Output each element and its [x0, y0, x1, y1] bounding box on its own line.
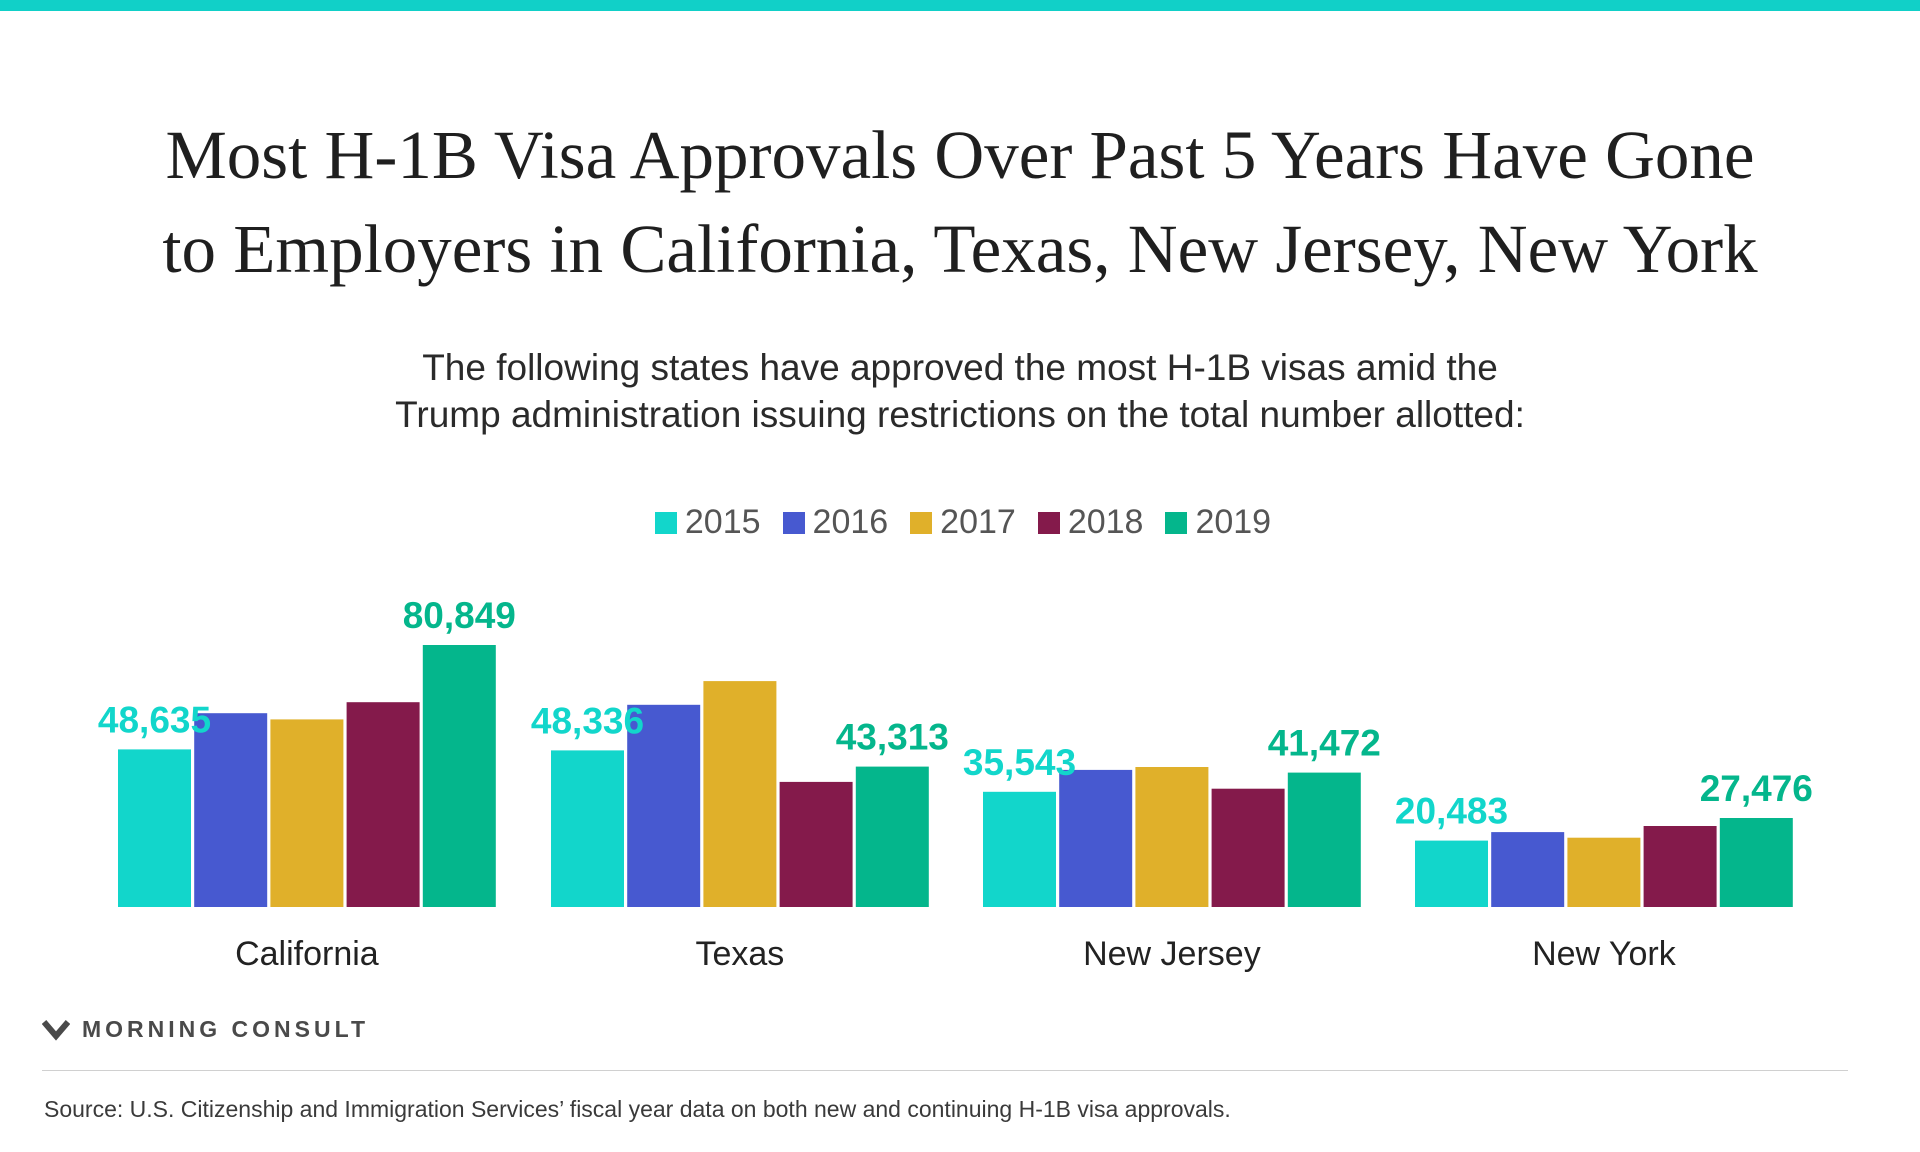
data-label-texas-2019: 43,313 [836, 717, 949, 758]
data-label-new-york-2015: 20,483 [1395, 791, 1508, 832]
bar-new-jersey-2019 [1287, 772, 1361, 907]
bar-texas-2015 [551, 750, 624, 907]
source-note: Source: U.S. Citizenship and Immigration… [44, 1096, 1231, 1122]
bar-new-jersey-2018 [1211, 788, 1285, 907]
legend-swatch-2018 [1037, 511, 1060, 534]
chart-title-line-2: to Employers in California, Texas, New J… [162, 211, 1758, 287]
legend-label-2018: 2018 [1067, 503, 1144, 541]
legend-label-2017: 2017 [940, 503, 1016, 541]
bar-new-york-2015 [1415, 840, 1488, 907]
legend-item-2015: 2015 [654, 503, 761, 542]
chart-title: Most H-1B Visa Approvals Over Past 5 Yea… [60, 108, 1860, 296]
morning-consult-logo-icon [42, 1019, 70, 1041]
bar-california-2017 [270, 719, 344, 907]
legend-label-2016: 2016 [812, 503, 889, 541]
legend-label-2015: 2015 [684, 503, 761, 541]
bar-california-2015 [118, 749, 191, 907]
bar-new-york-2019 [1719, 818, 1793, 907]
data-label-california-2019: 80,849 [403, 595, 516, 636]
bar-california-2016 [194, 713, 268, 907]
bar-new-jersey-2017 [1135, 767, 1209, 907]
bar-texas-2019 [855, 766, 929, 907]
legend-swatch-2019 [1165, 511, 1188, 534]
brand-name: MORNING CONSULT [82, 1016, 370, 1042]
legend-item-2017: 2017 [910, 503, 1016, 542]
bar-texas-2016 [627, 704, 701, 907]
chart-subtitle: The following states have approved the m… [160, 344, 1760, 438]
data-label-texas-2015: 48,336 [531, 700, 644, 741]
chart-subtitle-line-1: The following states have approved the m… [422, 347, 1498, 388]
bar-new-jersey-2015 [983, 791, 1056, 907]
data-label-california-2015: 48,635 [98, 699, 211, 740]
data-label-new-jersey-2019: 41,472 [1268, 723, 1381, 764]
bar-california-2018 [346, 702, 420, 907]
bar-new-york-2017 [1567, 837, 1641, 907]
bar-new-york-2018 [1643, 826, 1717, 907]
bar-california-2019 [422, 645, 496, 907]
category-label-california: California [235, 935, 379, 973]
data-label-new-york-2019: 27,476 [1700, 768, 1813, 809]
bar-new-york-2016 [1491, 832, 1565, 907]
legend-item-2019: 2019 [1165, 503, 1271, 542]
bar-new-jersey-2016 [1059, 769, 1133, 907]
brand-logo: MORNING CONSULT [42, 1016, 369, 1043]
data-label-new-jersey-2015: 35,543 [963, 742, 1076, 783]
bar-texas-2017 [703, 681, 777, 907]
chart-subtitle-line-2: Trump administration issuing restriction… [395, 394, 1525, 435]
legend-item-2016: 2016 [782, 503, 889, 542]
chart-legend: 2015 2016 2017 2018 2019 [0, 503, 1920, 542]
legend-swatch-2015 [654, 511, 677, 534]
category-label-texas: Texas [695, 935, 784, 973]
top-accent-bar [0, 0, 1920, 11]
footer-divider [42, 1070, 1848, 1071]
legend-swatch-2016 [782, 511, 805, 534]
bar-texas-2018 [779, 781, 853, 907]
category-label-new-jersey: New Jersey [1083, 935, 1261, 973]
legend-label-2019: 2019 [1195, 503, 1272, 541]
legend-item-2018: 2018 [1037, 503, 1144, 542]
chart-title-line-1: Most H-1B Visa Approvals Over Past 5 Yea… [165, 117, 1755, 193]
category-label-new-york: New York [1532, 935, 1677, 973]
legend-swatch-2017 [910, 511, 933, 534]
